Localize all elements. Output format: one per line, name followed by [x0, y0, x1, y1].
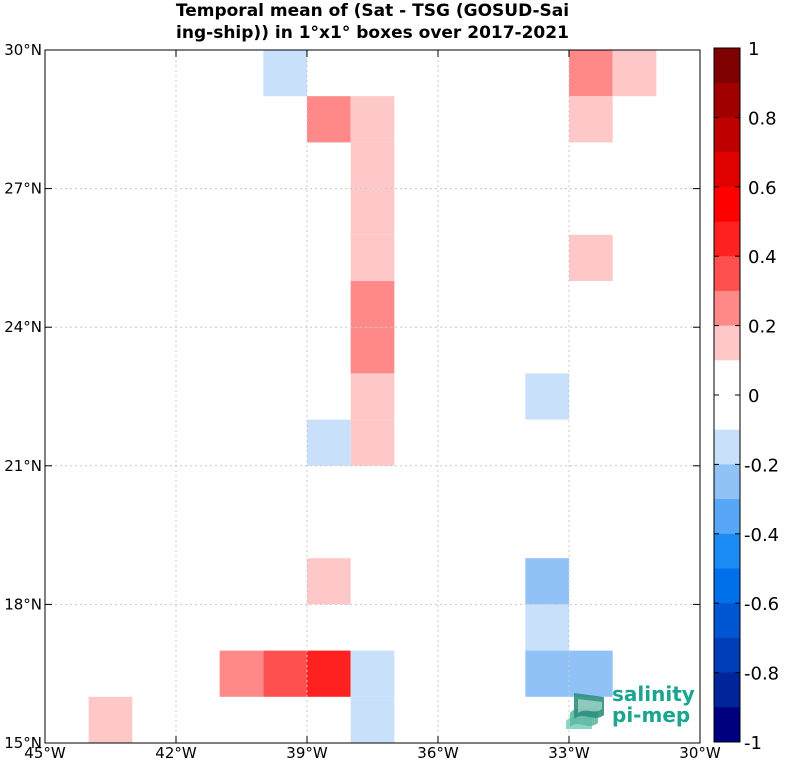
heatmap-cell — [569, 96, 613, 143]
colorbar-segment — [714, 256, 740, 292]
y-tick-label: 24°N — [4, 318, 42, 336]
colorbar-tick-label: -0.4 — [744, 525, 779, 546]
colorbar-tick-label: 1 — [748, 39, 759, 60]
heatmap-cell — [350, 327, 395, 374]
colorbar-segment — [714, 152, 740, 188]
heatmap-cell — [307, 558, 351, 605]
salinity-pi-mep-logo: salinity pi-mep — [562, 683, 702, 733]
y-tick-label: 21°N — [4, 457, 42, 475]
heatmap-cell — [350, 419, 395, 466]
x-tick-label: 45°W — [24, 744, 66, 762]
heatmap-cell — [307, 419, 351, 466]
colorbar-tick-label: -0.6 — [744, 594, 779, 615]
heatmap-cell — [525, 373, 569, 420]
colorbar-segment — [714, 290, 740, 327]
colorbar-segment — [714, 672, 740, 708]
colorbar-segment — [714, 325, 740, 361]
heatmap-cell — [350, 96, 395, 143]
y-tick-label: 30°N — [4, 41, 42, 59]
x-tick-label: 36°W — [417, 744, 459, 762]
heatmap-cell — [350, 373, 395, 420]
heatmap-cell — [350, 696, 395, 743]
heatmap-cell — [219, 650, 264, 697]
colorbar-segment — [714, 533, 740, 569]
logo-text-line-1: salinity — [612, 682, 695, 706]
colorbar-segment — [714, 186, 740, 222]
colorbar-segment — [714, 603, 740, 639]
heatmap-cell — [88, 696, 133, 743]
heatmap-cell — [569, 234, 613, 281]
colorbar-tick-label: 0.6 — [748, 178, 777, 199]
x-tick-label: 33°W — [548, 744, 590, 762]
y-tick-label: 18°N — [4, 595, 42, 613]
heatmap-cell — [525, 604, 569, 651]
colorbar-segment — [714, 221, 740, 257]
heatmap-cell — [569, 650, 613, 697]
colorbar-segment — [714, 499, 740, 535]
colorbar-segment — [714, 48, 740, 84]
heatmap-cell — [569, 50, 613, 97]
colorbar-segment — [714, 360, 740, 396]
heatmap-cell — [350, 234, 395, 281]
colorbar-segment — [714, 464, 740, 500]
heatmap-cell — [350, 650, 395, 697]
heatmap-cells — [88, 50, 657, 743]
colorbar-tick-label: 0.2 — [748, 317, 777, 338]
y-tick-label: 27°N — [4, 180, 42, 198]
grid-lines — [45, 50, 700, 743]
chart-title: Temporal mean of (Sat - TSG (GOSUD-Sai i… — [45, 0, 700, 44]
chart-title-line-1: Temporal mean of (Sat - TSG (GOSUD-Sai — [175, 1, 570, 21]
x-tick-label: 39°W — [286, 744, 328, 762]
heatmap-cell — [263, 650, 307, 697]
colorbar-segment — [714, 117, 740, 153]
heatmap-cell — [263, 50, 307, 97]
heatmap-cell — [350, 188, 395, 235]
colorbar-tick-label: -0.2 — [744, 455, 779, 476]
heatmap-cell — [350, 142, 395, 189]
colorbar-segment — [714, 429, 740, 465]
colorbar-segment — [714, 395, 740, 431]
logo-text-line-2: pi-mep — [612, 703, 691, 727]
colorbar-tick-label: 0.4 — [748, 247, 777, 268]
heatmap-cell — [525, 650, 569, 697]
logo-wave-icon — [566, 693, 604, 729]
heatmap-cell — [350, 281, 395, 328]
colorbar-tick-label: -0.8 — [744, 664, 779, 685]
colorbar-segment — [714, 707, 740, 743]
x-tick-label: 30°W — [679, 744, 721, 762]
heatmap-cell — [525, 558, 569, 605]
colorbar-segment — [714, 568, 740, 604]
x-tick-label: 42°W — [155, 744, 197, 762]
colorbar-tick-label: -1 — [744, 733, 762, 754]
colorbar-segment — [714, 637, 740, 674]
chart-title-line-2: ing-ship)) in 1°x1° boxes over 2017-2021 — [176, 23, 569, 43]
axis-ticks: 45°W 42°W 39°W 36°W 33°W 30°W 15°N 18°N 21°N 24°N… — [4, 41, 721, 762]
colorbar-tick-label: 0 — [748, 386, 759, 407]
colorbar-segment — [714, 82, 740, 118]
colorbar: 1 0.8 0.6 0.4 0.2 0 -0.2 -0.4 -0.6 -0.8 -1 — [713, 39, 779, 754]
plot-frame — [44, 49, 701, 744]
heatmap-cell — [307, 96, 351, 143]
y-tick-label: 15°N — [4, 734, 42, 752]
heatmap-cell — [612, 50, 657, 97]
colorbar-tick-label: 0.8 — [748, 108, 777, 129]
heatmap-cell — [307, 650, 351, 697]
